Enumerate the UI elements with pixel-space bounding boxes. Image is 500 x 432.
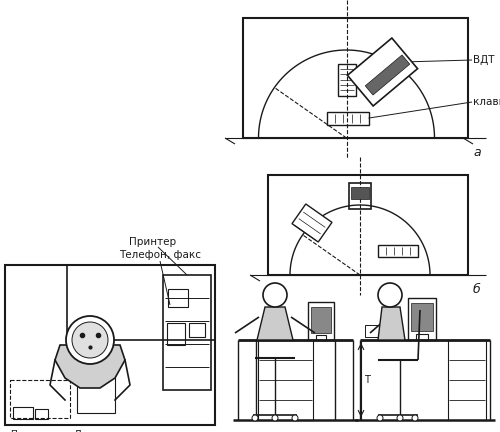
Bar (311, 307, 331, 333)
Circle shape (252, 415, 258, 421)
Bar (326, 111, 368, 124)
Text: клавиатура: клавиатура (473, 97, 500, 107)
Polygon shape (378, 307, 405, 340)
Polygon shape (292, 204, 332, 242)
Text: T: T (364, 375, 370, 385)
Bar (416, 334, 428, 340)
Bar (77, 375, 115, 413)
Bar (5, 265, 215, 425)
Text: б: б (473, 283, 481, 296)
Bar (168, 289, 188, 307)
Bar (167, 323, 185, 345)
Text: а: а (473, 146, 480, 159)
Bar (163, 275, 211, 390)
Bar (243, 18, 468, 138)
Bar (268, 175, 468, 275)
Polygon shape (257, 307, 293, 340)
Circle shape (66, 316, 114, 364)
Bar (258, 340, 313, 420)
Circle shape (272, 415, 278, 421)
Circle shape (72, 322, 108, 358)
Bar (351, 187, 369, 199)
Bar (338, 64, 355, 95)
Circle shape (377, 415, 383, 421)
Bar (378, 245, 418, 257)
Circle shape (397, 415, 403, 421)
Text: Письменные
принадлежности: Письменные принадлежности (10, 430, 92, 432)
Bar (349, 183, 371, 209)
Polygon shape (55, 345, 125, 388)
Text: Документы: Документы (74, 430, 136, 432)
Bar (411, 303, 433, 331)
Bar (408, 298, 436, 340)
Circle shape (292, 415, 298, 421)
Text: ВДТ: ВДТ (473, 55, 494, 65)
Text: Принтер: Принтер (130, 237, 176, 247)
Text: Телефон, факс: Телефон, факс (119, 250, 201, 260)
Circle shape (412, 415, 418, 421)
Bar (365, 325, 380, 337)
Bar (35, 409, 48, 419)
Bar (10, 380, 70, 418)
Bar (189, 323, 205, 337)
Bar (316, 335, 326, 340)
Polygon shape (348, 38, 418, 106)
Bar (13, 407, 33, 419)
Polygon shape (366, 55, 410, 95)
Bar (308, 302, 334, 340)
Bar (448, 340, 486, 420)
Circle shape (378, 283, 402, 307)
Circle shape (263, 283, 287, 307)
